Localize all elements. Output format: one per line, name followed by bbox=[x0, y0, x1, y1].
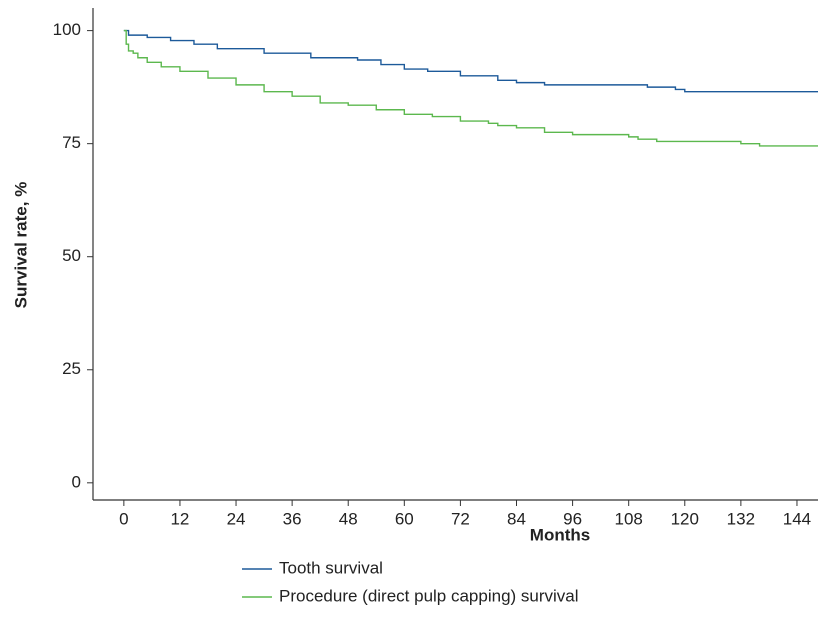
legend-label: Procedure (direct pulp capping) survival bbox=[279, 586, 579, 605]
y-axis-label: Survival rate, % bbox=[11, 182, 30, 309]
x-tick-label: 132 bbox=[727, 509, 755, 528]
y-tick-label: 100 bbox=[53, 20, 81, 39]
x-tick-label: 120 bbox=[671, 509, 699, 528]
x-tick-label: 60 bbox=[395, 509, 414, 528]
x-tick-label: 144 bbox=[783, 509, 811, 528]
x-tick-label: 48 bbox=[339, 509, 358, 528]
y-tick-label: 0 bbox=[72, 472, 81, 491]
x-tick-label: 24 bbox=[227, 509, 246, 528]
x-tick-label: 108 bbox=[614, 509, 642, 528]
x-tick-label: 84 bbox=[507, 509, 526, 528]
survival-line bbox=[123, 29, 818, 147]
y-tick-label: 25 bbox=[62, 359, 81, 378]
x-axis-label: Months bbox=[530, 525, 590, 544]
x-tick-label: 0 bbox=[119, 509, 128, 528]
survival-line bbox=[123, 29, 818, 93]
x-tick-label: 96 bbox=[563, 509, 582, 528]
legend-label: Tooth survival bbox=[279, 558, 383, 577]
y-tick-label: 50 bbox=[62, 246, 81, 265]
x-tick-label: 36 bbox=[283, 509, 302, 528]
y-tick-label: 75 bbox=[62, 133, 81, 152]
x-tick-label: 12 bbox=[170, 509, 189, 528]
x-tick-label: 72 bbox=[451, 509, 470, 528]
